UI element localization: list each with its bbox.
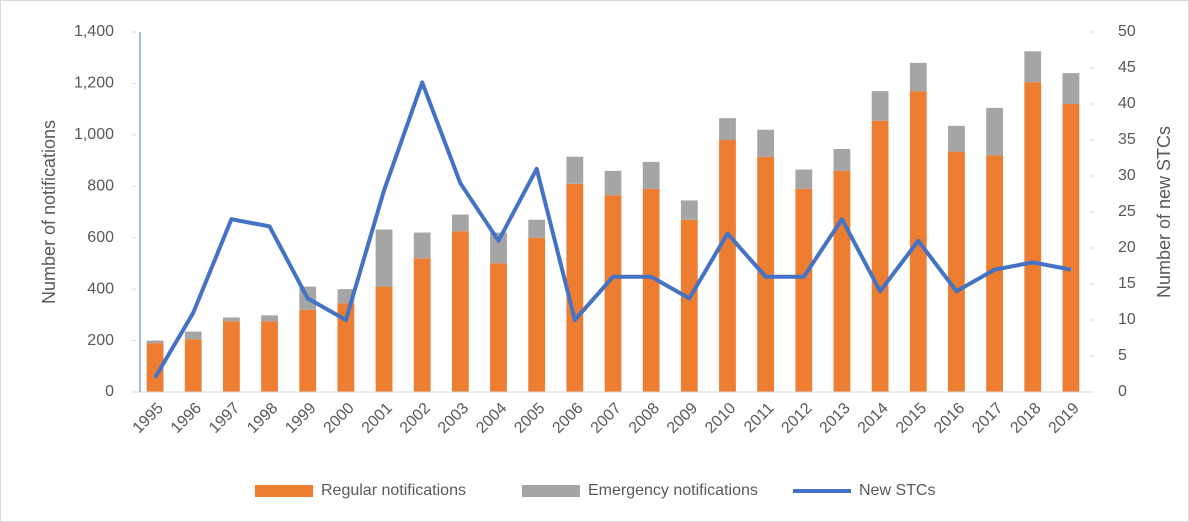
y2-axis-title: Number of new STCs	[1154, 126, 1174, 298]
bar-segment	[604, 195, 622, 392]
legend-swatch	[255, 485, 313, 497]
bar-segment	[833, 170, 851, 392]
bar-segment	[948, 125, 965, 152]
bar-segment	[986, 107, 1003, 156]
y2-tick-label: 20	[1118, 239, 1136, 256]
y-tick-label: 0	[105, 383, 114, 400]
legend-swatch	[522, 485, 580, 497]
y2-tick-label: 5	[1118, 347, 1127, 364]
bar-segment	[146, 340, 164, 344]
y-axis-title: Number of notifications	[39, 120, 59, 304]
bar-segment	[566, 183, 584, 392]
bar-segment	[1062, 73, 1080, 104]
legend-label: New STCs	[859, 482, 935, 499]
bar-segment	[528, 219, 546, 238]
bar-segment	[223, 317, 240, 322]
line-series	[153, 80, 1072, 379]
y2-tick-label: 15	[1118, 275, 1136, 292]
y2-tick-label: 25	[1118, 203, 1136, 220]
y-tick-label: 1,400	[74, 23, 114, 40]
bar-segment	[375, 286, 393, 392]
bar-segment	[451, 214, 469, 232]
bar-segment	[833, 149, 851, 171]
y2-tick-label: 45	[1118, 59, 1136, 76]
bar-segment	[909, 62, 927, 92]
bar-segment	[261, 315, 278, 322]
bar-segment	[566, 156, 584, 184]
bar-segment	[871, 120, 889, 392]
bar-segment	[184, 331, 202, 340]
y-tick-label: 400	[87, 280, 114, 297]
y2-tick-label: 40	[1118, 95, 1136, 112]
y2-tick-label: 35	[1118, 131, 1136, 148]
bar-segment	[413, 258, 431, 392]
bar-segment	[1024, 51, 1042, 83]
bar-segment	[986, 155, 1003, 392]
bar-segment	[948, 151, 965, 392]
bar-segment	[1024, 82, 1042, 393]
bar-segment	[642, 161, 660, 189]
bar-segment	[680, 200, 698, 220]
legend-label: Emergency notifications	[588, 482, 758, 499]
bar-segment	[413, 232, 431, 259]
y-tick-label: 600	[87, 229, 114, 246]
bar-segment	[642, 188, 660, 392]
bar-segment	[719, 118, 736, 140]
bar-segment	[490, 232, 507, 264]
y-tick-label: 1,200	[74, 75, 114, 92]
bar-segment	[719, 140, 736, 392]
y-tick-label: 200	[87, 332, 114, 349]
y-tick-label: 800	[87, 178, 114, 195]
bar-segment	[604, 170, 622, 196]
bar-segment	[337, 303, 355, 392]
bar-segment	[1062, 104, 1080, 392]
bar-segment	[184, 339, 202, 392]
bar-segment	[795, 169, 813, 189]
bar-segment	[528, 237, 546, 392]
y2-tick-label: 0	[1118, 383, 1127, 400]
bar-segment	[451, 231, 469, 392]
bar-segment	[375, 229, 393, 287]
y2-tick-label: 10	[1118, 311, 1136, 328]
bar-segment	[299, 309, 317, 392]
bar-segment	[680, 219, 698, 392]
legend-label: Regular notifications	[321, 482, 466, 499]
bar-segment	[223, 321, 240, 392]
bar-segment	[757, 129, 775, 157]
bar-segment	[871, 91, 889, 121]
y-tick-label: 1,000	[74, 126, 114, 143]
y2-tick-label: 50	[1118, 23, 1136, 40]
y2-tick-label: 30	[1118, 167, 1136, 184]
bar-segment	[261, 321, 278, 392]
bar-segment	[146, 343, 164, 392]
bar-segment	[490, 263, 507, 392]
bar-segment	[795, 188, 813, 392]
